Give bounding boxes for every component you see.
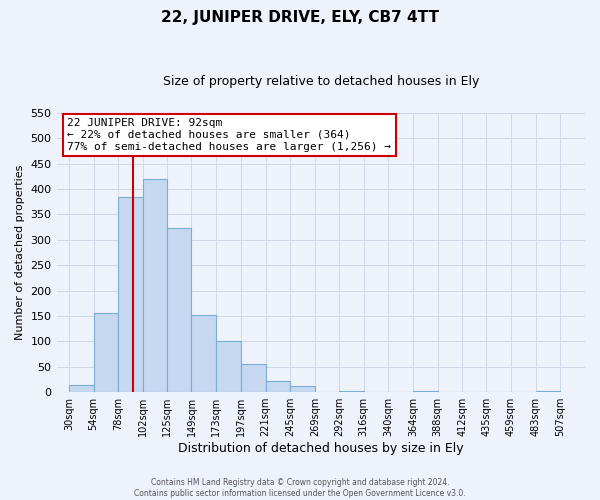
Bar	[266, 381, 290, 392]
Bar	[339, 390, 364, 392]
Text: 22, JUNIPER DRIVE, ELY, CB7 4TT: 22, JUNIPER DRIVE, ELY, CB7 4TT	[161, 10, 439, 25]
Bar	[216, 341, 241, 392]
Y-axis label: Number of detached properties: Number of detached properties	[15, 165, 25, 340]
Bar	[413, 391, 437, 392]
Bar	[118, 196, 143, 392]
Bar	[94, 313, 118, 392]
Bar	[191, 315, 216, 392]
Title: Size of property relative to detached houses in Ely: Size of property relative to detached ho…	[163, 75, 479, 88]
Bar	[290, 386, 315, 392]
Bar	[241, 364, 266, 392]
Bar	[69, 384, 94, 392]
Bar	[143, 179, 167, 392]
Bar	[167, 228, 191, 392]
Text: 22 JUNIPER DRIVE: 92sqm
← 22% of detached houses are smaller (364)
77% of semi-d: 22 JUNIPER DRIVE: 92sqm ← 22% of detache…	[67, 118, 391, 152]
X-axis label: Distribution of detached houses by size in Ely: Distribution of detached houses by size …	[178, 442, 464, 455]
Bar	[536, 391, 560, 392]
Text: Contains HM Land Registry data © Crown copyright and database right 2024.
Contai: Contains HM Land Registry data © Crown c…	[134, 478, 466, 498]
